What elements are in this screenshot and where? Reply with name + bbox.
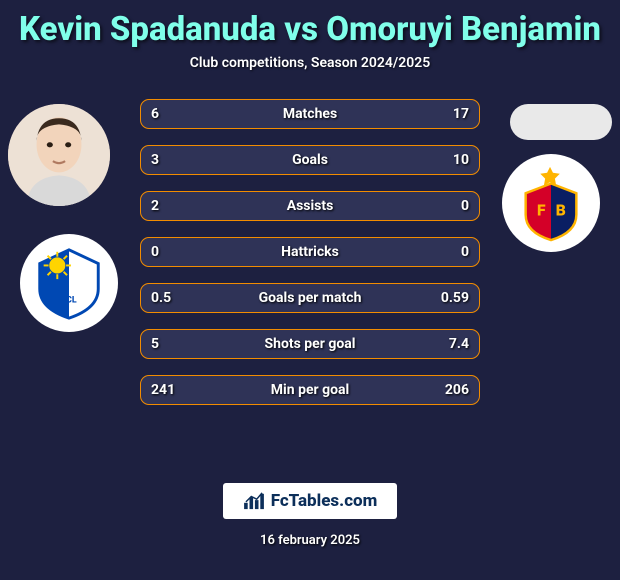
stat-row: 0.5 Goals per match 0.59 — [140, 283, 480, 313]
svg-text:B: B — [556, 202, 566, 220]
stat-p2-value: 7.4 — [429, 336, 469, 352]
stat-p1-value: 0.5 — [151, 290, 191, 306]
stat-p1-value: 2 — [151, 198, 191, 214]
stat-row: 5 Shots per goal 7.4 — [140, 329, 480, 359]
stat-p1-value: 6 — [151, 106, 191, 122]
player1-club-badge: FCL — [20, 234, 118, 332]
stat-p2-value: 17 — [429, 106, 469, 122]
stat-p2-value: 206 — [429, 382, 469, 398]
stat-row: 241 Min per goal 206 — [140, 375, 480, 405]
page-title: Kevin Spadanuda vs Omoruyi Benjamin — [0, 0, 620, 49]
player1-avatar — [8, 104, 110, 206]
bars-icon — [243, 492, 265, 510]
svg-text:FCL: FCL — [61, 296, 77, 306]
stat-row: 0 Hattricks 0 — [140, 237, 480, 267]
player2-avatar — [510, 104, 612, 140]
stat-p2-value: 0.59 — [429, 290, 469, 306]
stat-p2-value: 0 — [429, 198, 469, 214]
svg-text:F: F — [537, 202, 546, 220]
fcb-badge-icon: F B — [512, 164, 590, 242]
stat-row: 3 Goals 10 — [140, 145, 480, 175]
stat-row: 2 Assists 0 — [140, 191, 480, 221]
stat-p1-value: 241 — [151, 382, 191, 398]
stat-row: 6 Matches 17 — [140, 99, 480, 129]
stat-p1-value: 0 — [151, 244, 191, 260]
player2-club-badge: F B — [502, 154, 600, 252]
fctables-link[interactable]: FcTables.com — [223, 483, 398, 519]
stats-table: 6 Matches 17 3 Goals 10 2 Assists 0 0 Ha… — [140, 99, 480, 421]
comparison-content: FCL F B 6 Matches 17 3 Goals — [0, 99, 620, 429]
fcl-badge-icon: FCL — [30, 244, 108, 322]
page-subtitle: Club competitions, Season 2024/2025 — [0, 55, 620, 71]
stat-p1-value: 5 — [151, 336, 191, 352]
stat-p2-value: 0 — [429, 244, 469, 260]
footer: FcTables.com 16 february 2025 — [0, 483, 620, 548]
stat-p1-value: 3 — [151, 152, 191, 168]
brand-label: FcTables.com — [271, 491, 378, 511]
stat-p2-value: 10 — [429, 152, 469, 168]
comparison-card: Kevin Spadanuda vs Omoruyi Benjamin Club… — [0, 0, 620, 580]
generated-date: 16 february 2025 — [0, 533, 620, 548]
